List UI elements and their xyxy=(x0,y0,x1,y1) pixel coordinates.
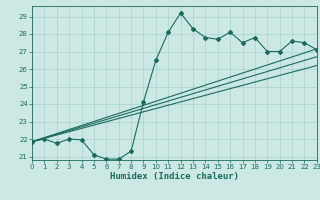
X-axis label: Humidex (Indice chaleur): Humidex (Indice chaleur) xyxy=(110,172,239,181)
